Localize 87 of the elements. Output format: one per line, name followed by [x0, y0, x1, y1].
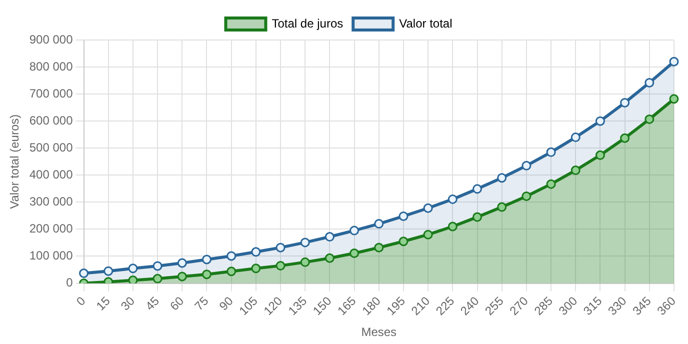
point — [620, 98, 630, 108]
legend-label: Total de juros — [272, 16, 344, 30]
point — [398, 211, 408, 221]
x-tick-label: 285 — [531, 294, 556, 318]
x-tick-label: 15 — [93, 294, 114, 314]
point — [104, 266, 114, 276]
x-tick-label: 240 — [458, 294, 482, 318]
point — [472, 184, 482, 194]
y-tick-label: 300 000 — [29, 194, 74, 208]
point — [522, 191, 532, 201]
point — [546, 179, 556, 189]
point — [644, 114, 654, 124]
point — [374, 219, 384, 229]
y-tick-label: 800 000 — [29, 59, 74, 74]
x-tick-label: 360 — [654, 294, 679, 318]
x-tick-label: 0 — [74, 294, 88, 309]
point — [546, 147, 556, 157]
point — [423, 230, 433, 240]
y-tick-label: 400 000 — [29, 167, 74, 182]
point — [644, 78, 654, 88]
point — [251, 247, 261, 257]
y-tick-label: 700 000 — [29, 86, 74, 100]
point — [350, 226, 360, 236]
point — [595, 150, 605, 160]
point — [324, 253, 334, 263]
x-tick-label: 345 — [630, 294, 654, 318]
y-tick-label: 600 000 — [29, 113, 74, 128]
point — [226, 266, 236, 276]
x-tick-label: 255 — [482, 294, 507, 318]
x-tick-label: 210 — [408, 294, 433, 318]
point — [669, 94, 679, 104]
point — [177, 258, 187, 268]
x-tick-label: 300 — [556, 294, 580, 318]
y-tick-label: 100 000 — [29, 248, 74, 263]
x-tick-label: 315 — [580, 294, 605, 318]
legend-label: Valor total — [399, 16, 452, 30]
point — [448, 222, 458, 232]
point — [276, 242, 286, 252]
x-tick-label: 45 — [142, 294, 162, 314]
point — [202, 270, 212, 280]
point — [423, 203, 433, 213]
x-tick-label: 270 — [506, 294, 532, 318]
x-tick-label: 120 — [260, 294, 286, 318]
point — [497, 202, 507, 212]
point — [350, 248, 360, 258]
x-tick-label: 75 — [192, 294, 212, 314]
point — [251, 264, 261, 274]
x-tick-label: 60 — [167, 294, 187, 314]
y-tick-label: 200 000 — [29, 222, 74, 236]
point — [570, 132, 580, 142]
point — [398, 236, 408, 246]
point — [79, 268, 89, 278]
point — [300, 257, 310, 267]
point — [669, 56, 679, 66]
point — [522, 160, 532, 170]
point — [202, 254, 212, 264]
y-tick-label: 900 000 — [29, 32, 74, 46]
x-axis-title: Meses — [361, 325, 397, 340]
point — [226, 251, 236, 261]
x-tick-label: 105 — [236, 294, 261, 318]
point — [324, 232, 334, 242]
point — [152, 261, 162, 271]
y-axis-title: Valor total (euros) — [8, 114, 22, 209]
point — [177, 272, 187, 282]
x-tick-label: 330 — [605, 294, 630, 318]
point — [276, 260, 286, 270]
y-tick-label: 0 — [66, 276, 74, 290]
point — [497, 173, 507, 183]
x-tick-label: 180 — [359, 294, 384, 318]
x-tick-label: 150 — [310, 294, 334, 318]
point — [570, 166, 580, 176]
x-tick-label: 30 — [118, 294, 138, 314]
x-tick-label: 225 — [433, 294, 458, 318]
point — [374, 242, 384, 252]
point — [128, 264, 138, 274]
point — [300, 238, 310, 248]
point — [152, 274, 162, 284]
x-tick-label: 90 — [216, 294, 236, 314]
y-tick-label: 500 000 — [29, 140, 74, 154]
point — [128, 276, 138, 284]
x-tick-label: 195 — [384, 294, 408, 318]
point — [472, 212, 482, 222]
point — [448, 194, 458, 204]
x-tick-label: 165 — [334, 294, 359, 318]
point — [595, 116, 605, 126]
point — [620, 133, 630, 143]
x-tick-label: 135 — [286, 294, 310, 318]
